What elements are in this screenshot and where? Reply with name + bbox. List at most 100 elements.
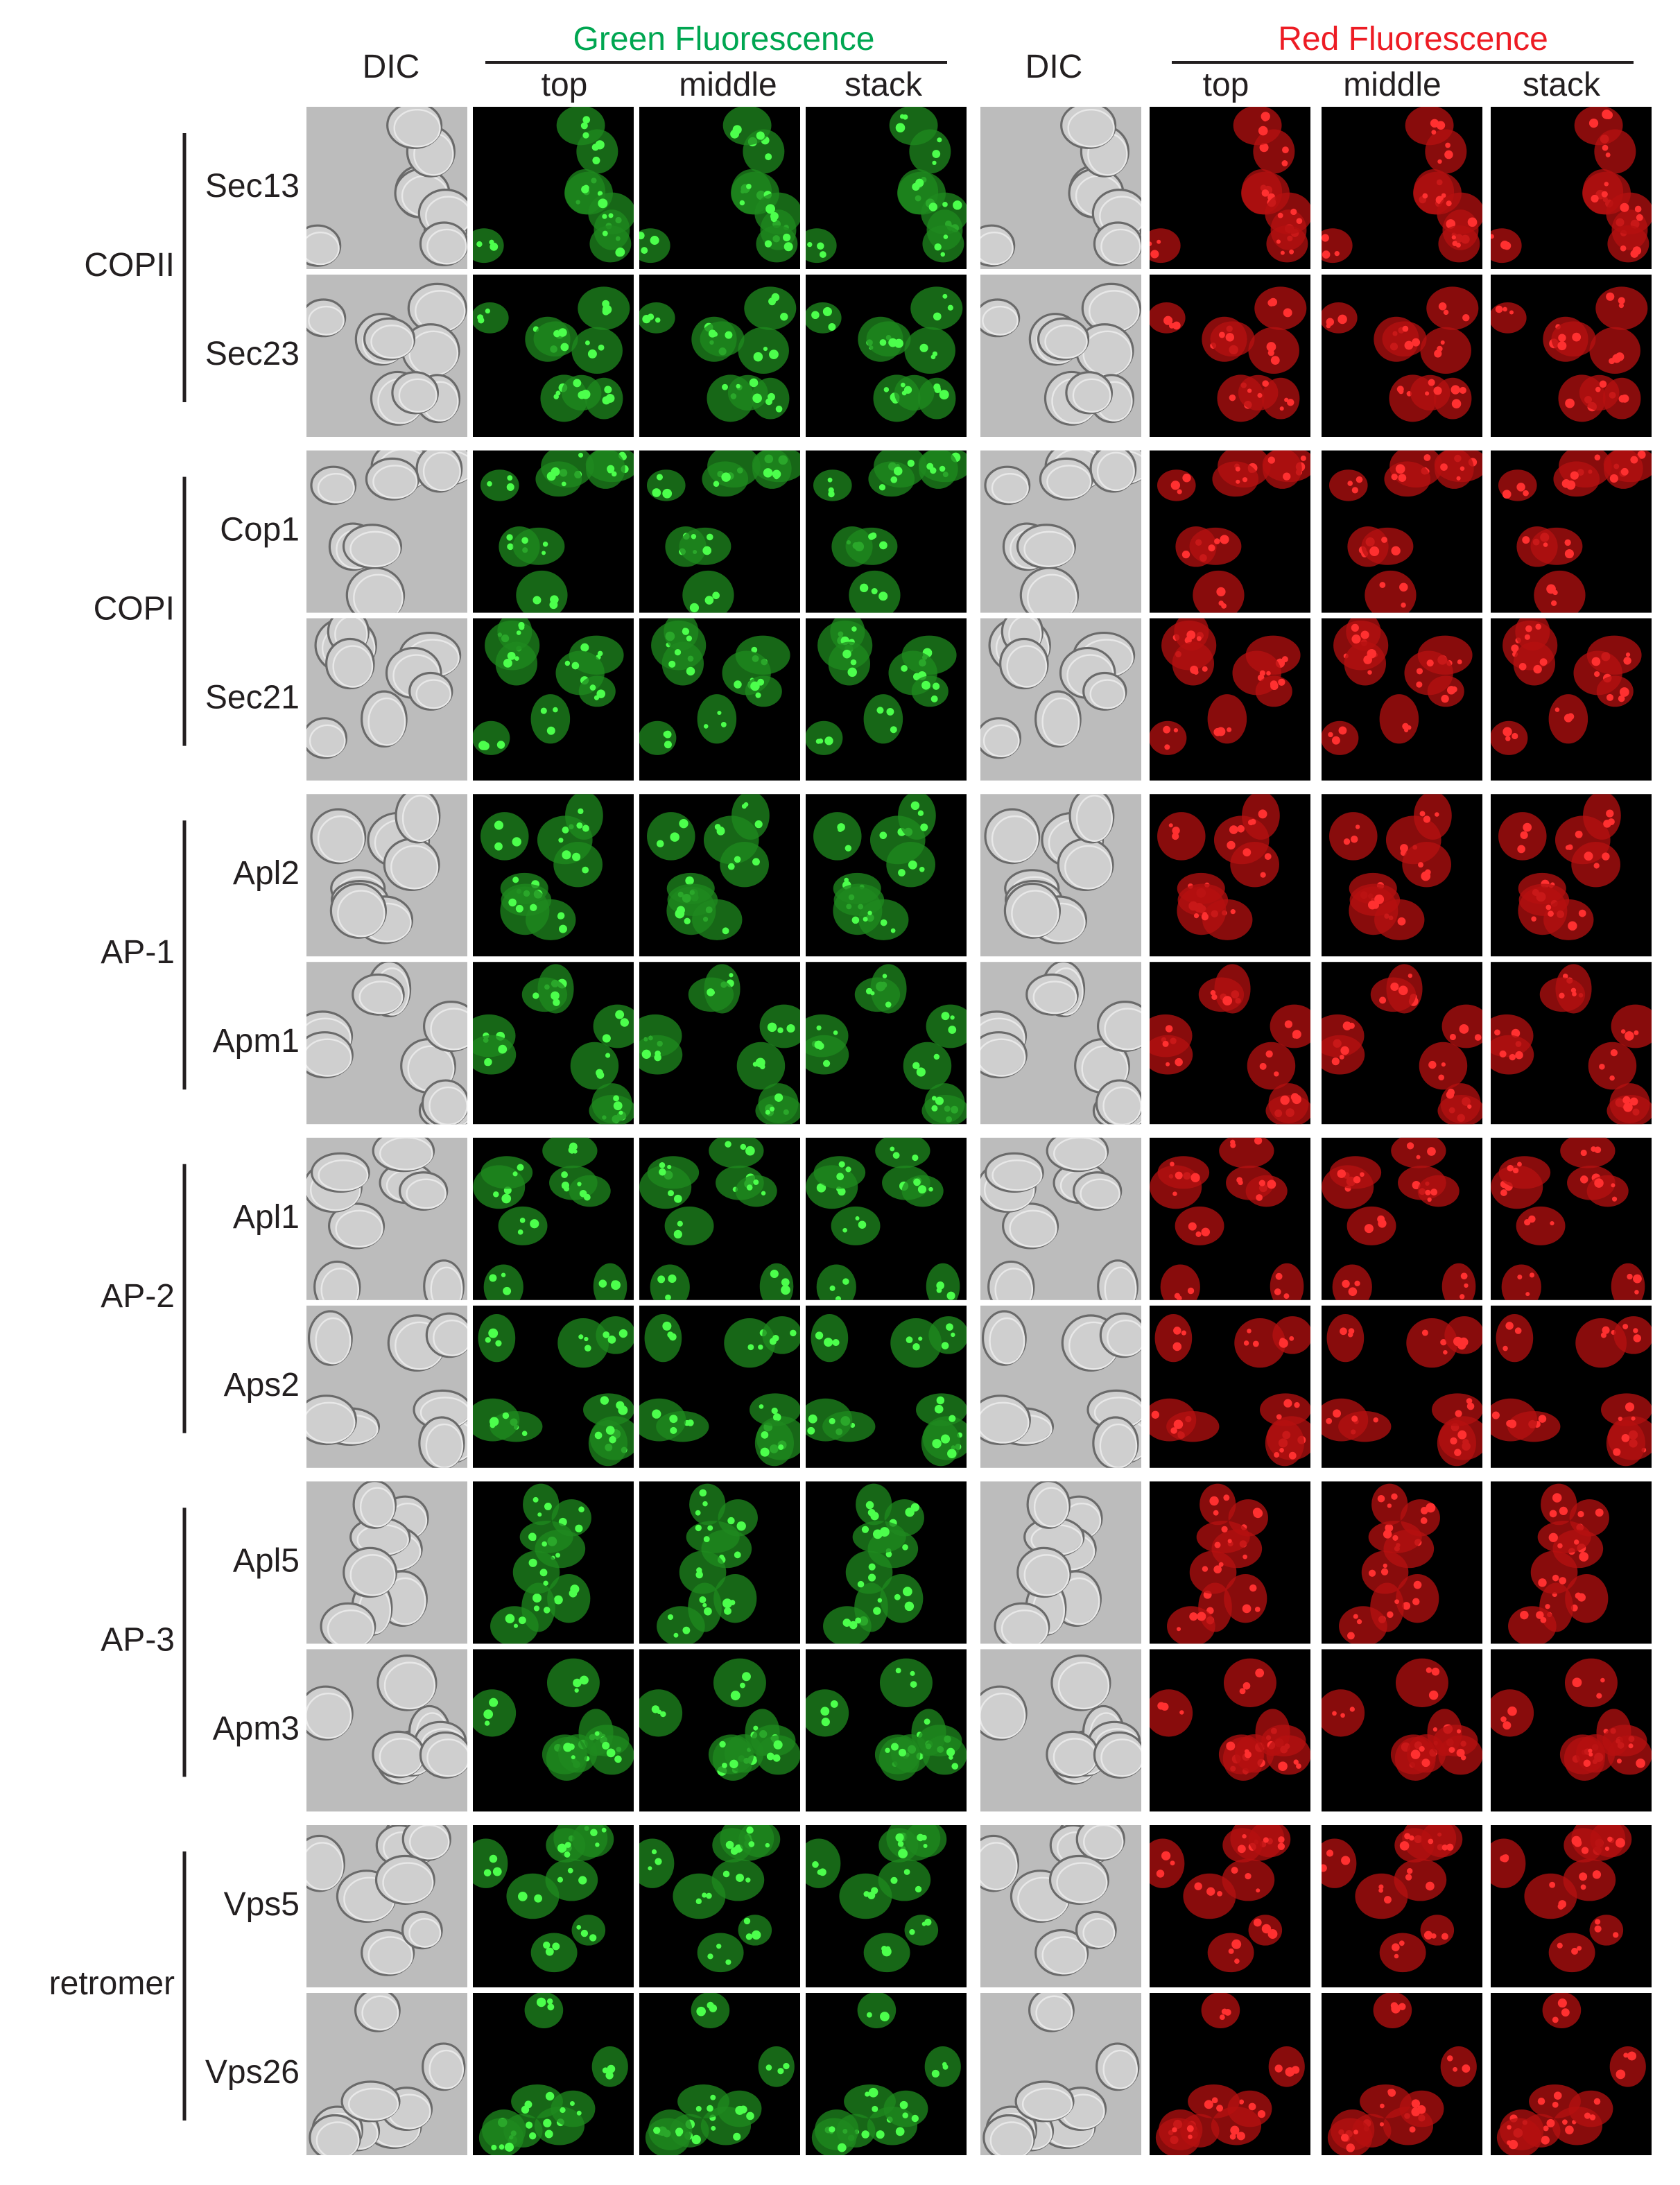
- puncta: [1332, 1711, 1337, 1716]
- cell: [1157, 1156, 1210, 1189]
- puncta: [1552, 1493, 1562, 1503]
- cell: [1189, 527, 1242, 565]
- puncta: [1189, 1612, 1198, 1621]
- puncta: [1283, 1293, 1290, 1299]
- cell: [682, 570, 734, 613]
- cell: [478, 1313, 516, 1363]
- puncta: [1404, 340, 1414, 350]
- puncta: [1219, 2014, 1225, 2021]
- cell-highlight: [1001, 1609, 1048, 1644]
- cell-highlight: [1057, 1661, 1110, 1710]
- micrograph: [473, 1649, 634, 1812]
- puncta: [1243, 1340, 1249, 1346]
- puncta: [1420, 1517, 1428, 1524]
- cell: [1068, 794, 1115, 844]
- puncta: [1259, 143, 1269, 153]
- cell: [1212, 461, 1259, 497]
- scale-bar: [315, 2170, 345, 2176]
- puncta: [1326, 318, 1335, 326]
- puncta: [1546, 584, 1556, 594]
- cell: [533, 321, 578, 357]
- cell: [342, 524, 403, 569]
- puncta: [1535, 623, 1541, 630]
- puncta: [783, 2062, 790, 2070]
- puncta: [1242, 477, 1248, 483]
- puncta: [512, 876, 519, 883]
- puncta: [1342, 1021, 1352, 1030]
- puncta: [1229, 2133, 1236, 2140]
- cell: [720, 841, 769, 888]
- cell: [833, 886, 883, 935]
- puncta: [1340, 1327, 1347, 1336]
- puncta: [1618, 302, 1625, 309]
- puncta: [1467, 1104, 1472, 1109]
- puncta: [1431, 1667, 1440, 1676]
- puncta: [696, 2006, 706, 2016]
- puncta: [1438, 302, 1447, 311]
- puncta: [560, 343, 569, 352]
- cells: [1329, 794, 1452, 940]
- puncta: [867, 910, 872, 915]
- cell: [365, 457, 419, 501]
- puncta: [567, 1867, 573, 1874]
- micrograph: [1150, 1825, 1310, 1987]
- puncta: [655, 1858, 662, 1865]
- puncta: [1505, 736, 1511, 741]
- puncta: [842, 649, 851, 659]
- cell: [361, 1928, 415, 1976]
- puncta: [1378, 1888, 1383, 1893]
- puncta: [1514, 1327, 1522, 1334]
- puncta: [717, 710, 722, 716]
- puncta: [1446, 2055, 1453, 2062]
- puncta: [1588, 1752, 1593, 1757]
- puncta: [478, 317, 485, 324]
- puncta: [651, 1705, 660, 1713]
- puncta: [1594, 1925, 1602, 1933]
- puncta: [1593, 2098, 1601, 2105]
- puncta: [562, 850, 571, 860]
- cells: [480, 794, 603, 940]
- puncta: [1460, 466, 1465, 471]
- puncta: [822, 306, 832, 316]
- puncta: [1579, 1872, 1588, 1881]
- puncta: [1258, 1180, 1266, 1186]
- puncta: [710, 2094, 716, 2100]
- sub-header: middle: [1343, 67, 1441, 103]
- puncta: [1466, 1398, 1473, 1404]
- puncta: [1188, 1222, 1197, 1231]
- puncta: [613, 1095, 620, 1102]
- cell: [480, 1156, 533, 1189]
- puncta: [765, 1842, 770, 1848]
- puncta: [1354, 1280, 1360, 1286]
- protein-label: Sec13: [205, 168, 300, 205]
- puncta: [1252, 1508, 1262, 1517]
- puncta: [1491, 234, 1494, 239]
- puncta: [1507, 2125, 1512, 2130]
- cell: [419, 221, 467, 266]
- cell: [722, 107, 772, 146]
- cell: [1513, 641, 1556, 686]
- puncta: [851, 916, 860, 924]
- cell-highlight: [361, 1995, 399, 2031]
- puncta: [697, 1570, 702, 1575]
- puncta: [515, 904, 523, 913]
- puncta: [1285, 2067, 1295, 2077]
- puncta: [603, 1331, 610, 1338]
- puncta: [606, 1748, 616, 1758]
- puncta: [569, 2101, 575, 2106]
- cell: [866, 321, 911, 357]
- cells: [306, 282, 467, 426]
- puncta: [1353, 1614, 1358, 1619]
- puncta: [778, 1444, 784, 1450]
- cells: [1157, 450, 1310, 613]
- puncta: [558, 838, 564, 843]
- puncta: [684, 917, 691, 925]
- puncta: [1378, 1219, 1387, 1228]
- puncta: [1613, 1932, 1619, 1938]
- cells: [310, 450, 467, 613]
- cell-highlight: [991, 815, 1039, 863]
- cell-highlight: [347, 2087, 399, 2121]
- micrograph: [806, 794, 967, 957]
- cell: [890, 1318, 942, 1368]
- micrograph: [473, 794, 634, 957]
